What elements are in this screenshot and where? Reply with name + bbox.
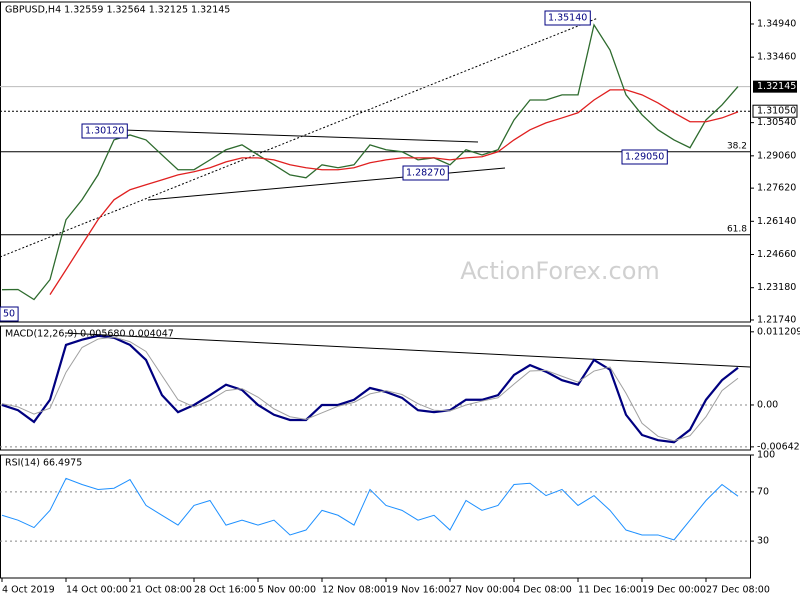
x-tick-label: 5 Nov 00:00	[258, 585, 316, 596]
trend-line	[0, 17, 599, 258]
trend-line	[64, 332, 751, 368]
panel-title: RSI(14) 66.4975	[5, 458, 82, 469]
annotation-label: 1.35140	[548, 13, 587, 24]
x-tick-label: 4 Oct 2019	[2, 585, 55, 596]
y-tick-label: 1.33460	[757, 52, 796, 63]
annotation-box	[402, 165, 449, 181]
series-line	[49, 89, 739, 295]
x-tick-label: 19 Nov 16:00	[386, 585, 450, 596]
series-line	[1, 336, 739, 442]
annotation-box	[544, 10, 591, 26]
last-price-label: 1.32145	[757, 81, 796, 92]
x-tick-label: 4 Dec 08:00	[514, 585, 572, 596]
y-tick-label: 0.011209	[757, 326, 800, 337]
y-tick-label: 70	[757, 486, 769, 497]
annotation-box	[81, 123, 128, 139]
last-price-box	[753, 80, 797, 93]
x-tick-label: 27 Dec 08:00	[706, 585, 770, 596]
x-tick-label: 14 Oct 00:00	[66, 585, 128, 596]
x-tick-label: 19 Dec 00:00	[642, 585, 706, 596]
y-tick-label: 100	[757, 450, 775, 461]
y-tick-label: 1.27620	[757, 183, 796, 194]
x-tick-label: 11 Dec 16:00	[578, 585, 642, 596]
y-tick-label: -0.00642	[757, 441, 800, 452]
trend-line	[121, 129, 479, 143]
level-label: 1.31050	[757, 106, 796, 117]
panel-title: GBPUSD,H4 1.32559 1.32564 1.32125 1.3214…	[5, 5, 230, 16]
annotation-label: 1.30120	[85, 126, 124, 137]
y-tick-label: 1.26140	[757, 216, 796, 227]
x-tick-label: 28 Oct 16:00	[194, 585, 256, 596]
y-tick-label: 1.29060	[757, 150, 796, 161]
x-tick-label: 27 Nov 00:00	[450, 585, 514, 596]
panel-frame	[0, 454, 751, 579]
y-tick-label: 0.00	[757, 399, 778, 410]
annotation-box	[621, 149, 668, 165]
panel-frame	[0, 325, 751, 451]
level-box	[752, 104, 798, 118]
annotation-label: 1.28270	[406, 168, 445, 179]
fib-label: 38.2	[727, 141, 747, 151]
y-tick-label: 1.34940	[757, 18, 796, 29]
panel-title: MACD(12,26,9) 0.005680 0.004047	[5, 329, 174, 340]
y-tick-label: 1.30540	[757, 117, 796, 128]
annotation-box	[0, 306, 19, 322]
y-tick-label: 1.24660	[757, 249, 796, 260]
y-tick-label: 1.23180	[757, 282, 796, 293]
x-tick-label: 12 Nov 08:00	[322, 585, 386, 596]
y-tick-label: 1.21740	[757, 314, 796, 325]
fib-label: 61.8	[727, 224, 747, 234]
series-line	[1, 477, 739, 541]
watermark: ActionForex.com	[460, 257, 660, 285]
panel-frame	[0, 1, 751, 323]
x-tick-label: 21 Oct 08:00	[130, 585, 192, 596]
annotation-label: 1.29050	[625, 152, 664, 163]
series-line	[1, 334, 739, 444]
annotation-label: 50	[3, 309, 15, 320]
y-tick-label: 30	[757, 536, 769, 547]
